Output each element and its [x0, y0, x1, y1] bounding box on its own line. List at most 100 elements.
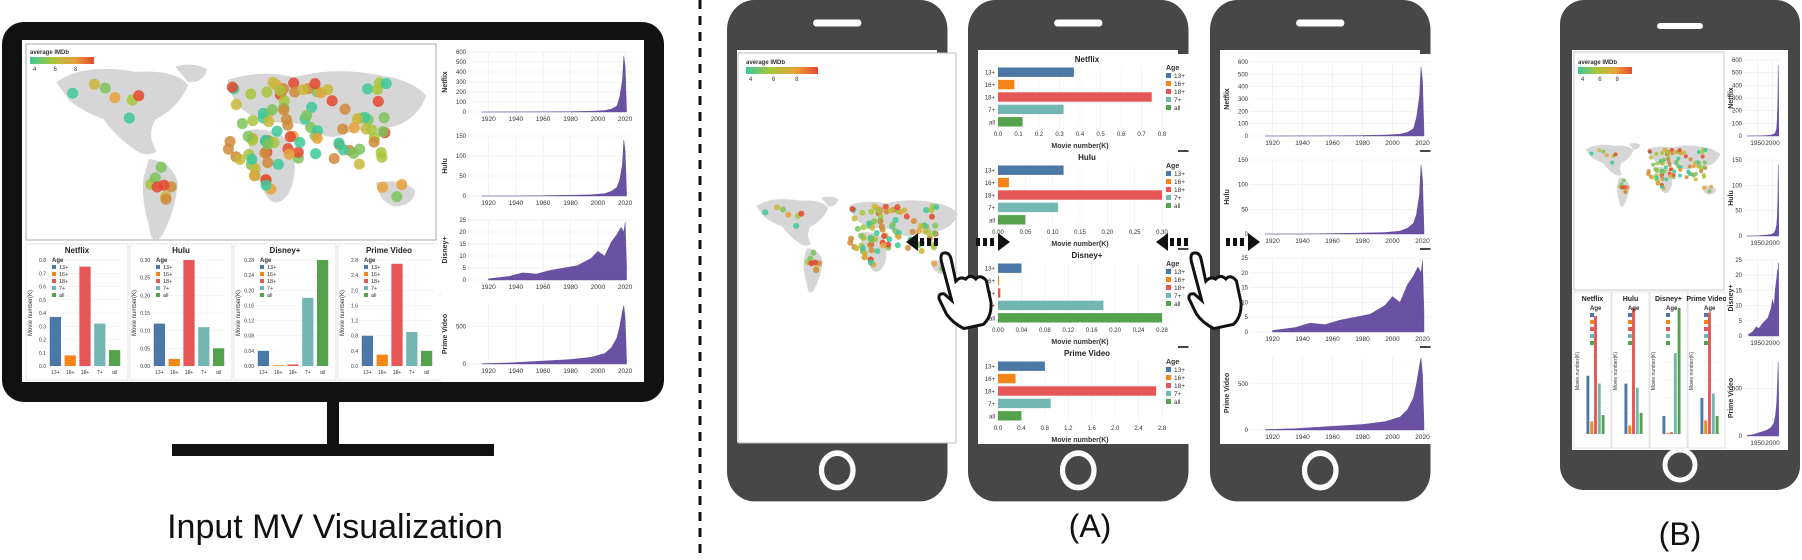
- map-point: [886, 236, 893, 243]
- y-tick-label: 16+: [985, 279, 996, 285]
- chart-panel: [438, 128, 640, 210]
- map-point: [1683, 154, 1688, 159]
- map-point: [310, 148, 322, 160]
- y-tick-label: 7+: [988, 402, 995, 408]
- map-point: [875, 207, 882, 214]
- hbar-13+: [998, 361, 1045, 371]
- x-tick-label: 0.0: [994, 426, 1003, 432]
- map-point: [1701, 174, 1706, 179]
- y-tick-label: 400: [456, 70, 467, 76]
- map-point: [377, 126, 389, 138]
- map-point: [353, 158, 365, 170]
- map-point: [366, 124, 378, 136]
- age-legend-swatch: [1590, 313, 1594, 317]
- map-point: [242, 130, 254, 142]
- y-tick-label: 500: [1238, 72, 1249, 78]
- bar-16+: [1704, 420, 1708, 434]
- map-point: [322, 84, 334, 96]
- bar-all: [1677, 308, 1681, 434]
- map-point: [1666, 157, 1671, 162]
- x-tick-label: 1980: [563, 368, 578, 375]
- x-tick-label: all: [320, 370, 325, 376]
- x-tick-label: 0.0: [994, 132, 1003, 138]
- bar-13+: [257, 350, 270, 366]
- map-point: [909, 228, 916, 235]
- area-chart-0: 0 100 200 300 400 500 600 1920 1940 1960 1980 2000 2…: [438, 44, 640, 126]
- chart-panel: [438, 44, 640, 126]
- chart-panel: [438, 296, 640, 378]
- y-tick-label: all: [989, 218, 995, 224]
- imdb-legend-tick: 4: [1581, 77, 1585, 83]
- age-legend-label: all: [1174, 399, 1181, 406]
- bar-16+: [1628, 425, 1632, 434]
- map-point: [928, 207, 935, 214]
- map-point: [1659, 184, 1664, 189]
- x-tick-label: 1950: [1750, 340, 1765, 347]
- map-point: [1664, 177, 1669, 182]
- map-point: [1696, 149, 1701, 155]
- age-legend-label: 18+: [59, 279, 68, 285]
- age-legend-label: 16+: [59, 272, 68, 278]
- y-tick-label: 0: [463, 194, 467, 200]
- age-legend-label: 13+: [163, 265, 172, 271]
- y-tick-label: 0.28: [244, 258, 254, 264]
- map-point: [280, 113, 292, 125]
- x-tick-label: 1960: [536, 368, 551, 375]
- caption-b: (B): [1659, 516, 1702, 552]
- area-chart-1: 0 50 100 150 1950 2000 Hulu: [1726, 152, 1788, 250]
- map-point: [339, 103, 351, 115]
- map-point: [874, 248, 881, 255]
- bar-13+: [1624, 383, 1628, 434]
- hbar-16+: [998, 177, 1009, 188]
- bar-chart-3: Prime Video Movie number(K) Age: [1686, 291, 1727, 449]
- x-tick-label: 2.0: [1111, 426, 1120, 432]
- map-point: [910, 217, 917, 225]
- age-legend-label: all: [1174, 105, 1181, 112]
- x-tick-label: 18+: [289, 370, 298, 376]
- age-legend-swatch: [52, 293, 56, 297]
- map-point: [1676, 156, 1681, 161]
- x-tick-label: 2000: [1765, 340, 1780, 347]
- arrow-dash: [1170, 238, 1174, 246]
- age-legend-swatch: [1166, 277, 1171, 282]
- map-point: [274, 84, 286, 97]
- arrow-head: [1248, 233, 1260, 251]
- x-tick-label: 0.04: [1016, 328, 1028, 334]
- age-legend-title: Age: [1166, 261, 1179, 268]
- arrow-dash: [983, 238, 987, 246]
- map-point: [88, 78, 100, 90]
- bar-7+: [198, 327, 210, 366]
- hbar-16+: [998, 275, 1000, 286]
- map-point: [1668, 173, 1673, 178]
- map-point: [854, 225, 861, 232]
- x-tick-label: 2000: [1385, 238, 1400, 245]
- y-tick-label: 100: [1732, 121, 1743, 127]
- arrow-dash: [927, 238, 931, 246]
- age-legend-swatch: [364, 286, 368, 290]
- x-tick-label: 0.20: [1109, 328, 1121, 334]
- map-point: [1604, 153, 1609, 158]
- map-point: [848, 235, 855, 242]
- y-tick-label: 100: [456, 154, 467, 160]
- map-point: [1693, 177, 1698, 182]
- bar-16+: [272, 365, 284, 366]
- map-point: [1589, 151, 1594, 156]
- map-point: [1648, 155, 1654, 160]
- hbar-13+: [998, 263, 1022, 273]
- x-tick-label: 1940: [509, 200, 524, 207]
- monitor-world-map: [56, 64, 427, 241]
- hbar-chart-title: Disney+: [1072, 251, 1103, 260]
- y-tick-label: 0: [463, 362, 467, 368]
- imdb-legend-tick: 6: [1598, 77, 1602, 83]
- map-point: [1707, 189, 1712, 194]
- x-tick-label: 1940: [1295, 434, 1310, 441]
- y-axis-label: Hulu: [442, 158, 449, 174]
- map-point: [1654, 151, 1659, 156]
- hbar-18+: [998, 190, 1162, 200]
- y-tick-label: all: [989, 120, 995, 126]
